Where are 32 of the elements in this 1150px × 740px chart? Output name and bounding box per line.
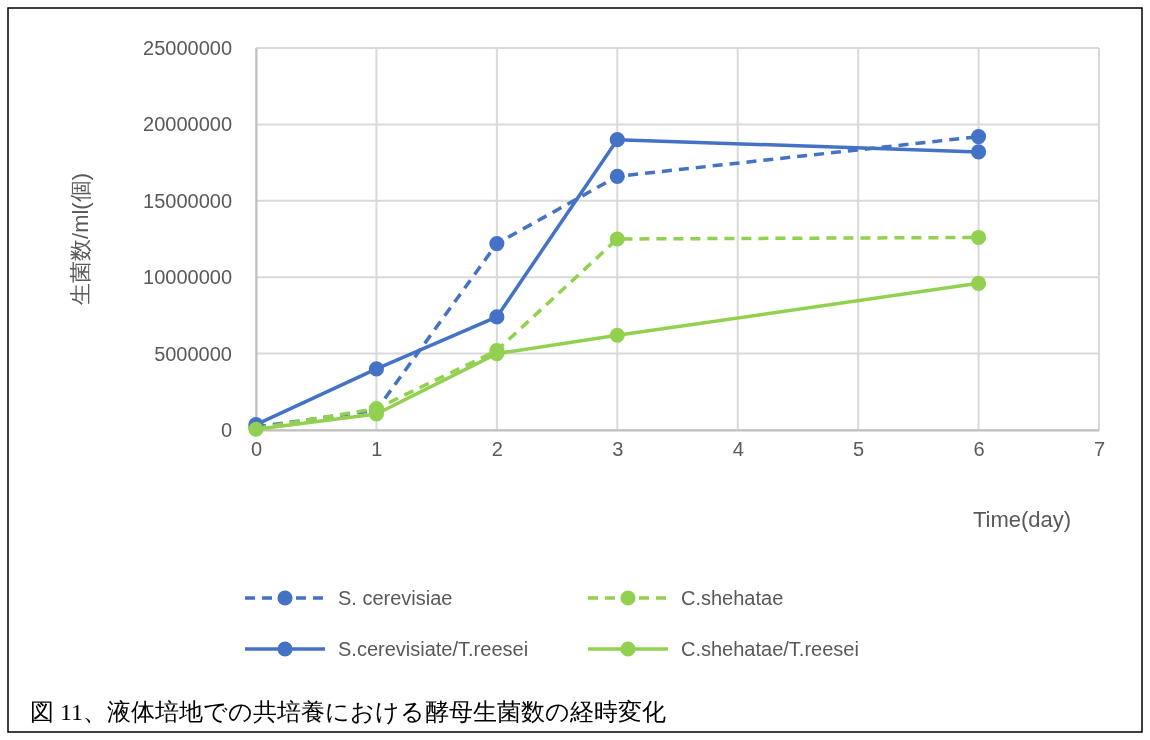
x-tick-label: 6 — [973, 438, 985, 461]
point — [971, 144, 987, 160]
x-axis-title: Time(day) — [972, 507, 1072, 532]
y-tick-label: 15000000 — [143, 189, 232, 212]
point — [971, 275, 987, 291]
legend-label: S.cerevisiate/T.reesei — [338, 638, 529, 660]
point — [971, 229, 987, 246]
x-tick-label: 0 — [250, 438, 263, 461]
y-tick-label: 20000000 — [143, 113, 232, 136]
y-tick-label: 5000000 — [154, 342, 232, 365]
point — [609, 132, 625, 148]
caption: 図 11、液体培地での共培養における酵母生菌数の経時変化 — [30, 699, 667, 725]
legend-label: C.shehatae — [681, 587, 784, 609]
y-axis-title: 生菌数/ml(個) — [68, 173, 93, 305]
x-tick-label: 3 — [612, 438, 624, 461]
point — [489, 309, 505, 325]
x-tick-label: 2 — [491, 438, 503, 461]
x-tick-label: 1 — [371, 438, 383, 461]
point — [609, 168, 625, 184]
y-tick-label: 0 — [220, 418, 232, 441]
y-tick-label: 25000000 — [143, 36, 232, 59]
y-tick-label: 10000000 — [143, 266, 232, 289]
x-tick-label: 4 — [732, 438, 744, 461]
point — [971, 129, 987, 145]
x-tick-label: 5 — [853, 438, 865, 461]
point — [609, 327, 625, 343]
point — [609, 231, 625, 247]
point — [368, 361, 384, 377]
legend-label: C.shehatae/T.reesei — [681, 638, 859, 660]
point — [489, 236, 505, 252]
x-tick-label: 7 — [1093, 438, 1106, 461]
legend-label: S. cerevisiae — [338, 587, 453, 609]
